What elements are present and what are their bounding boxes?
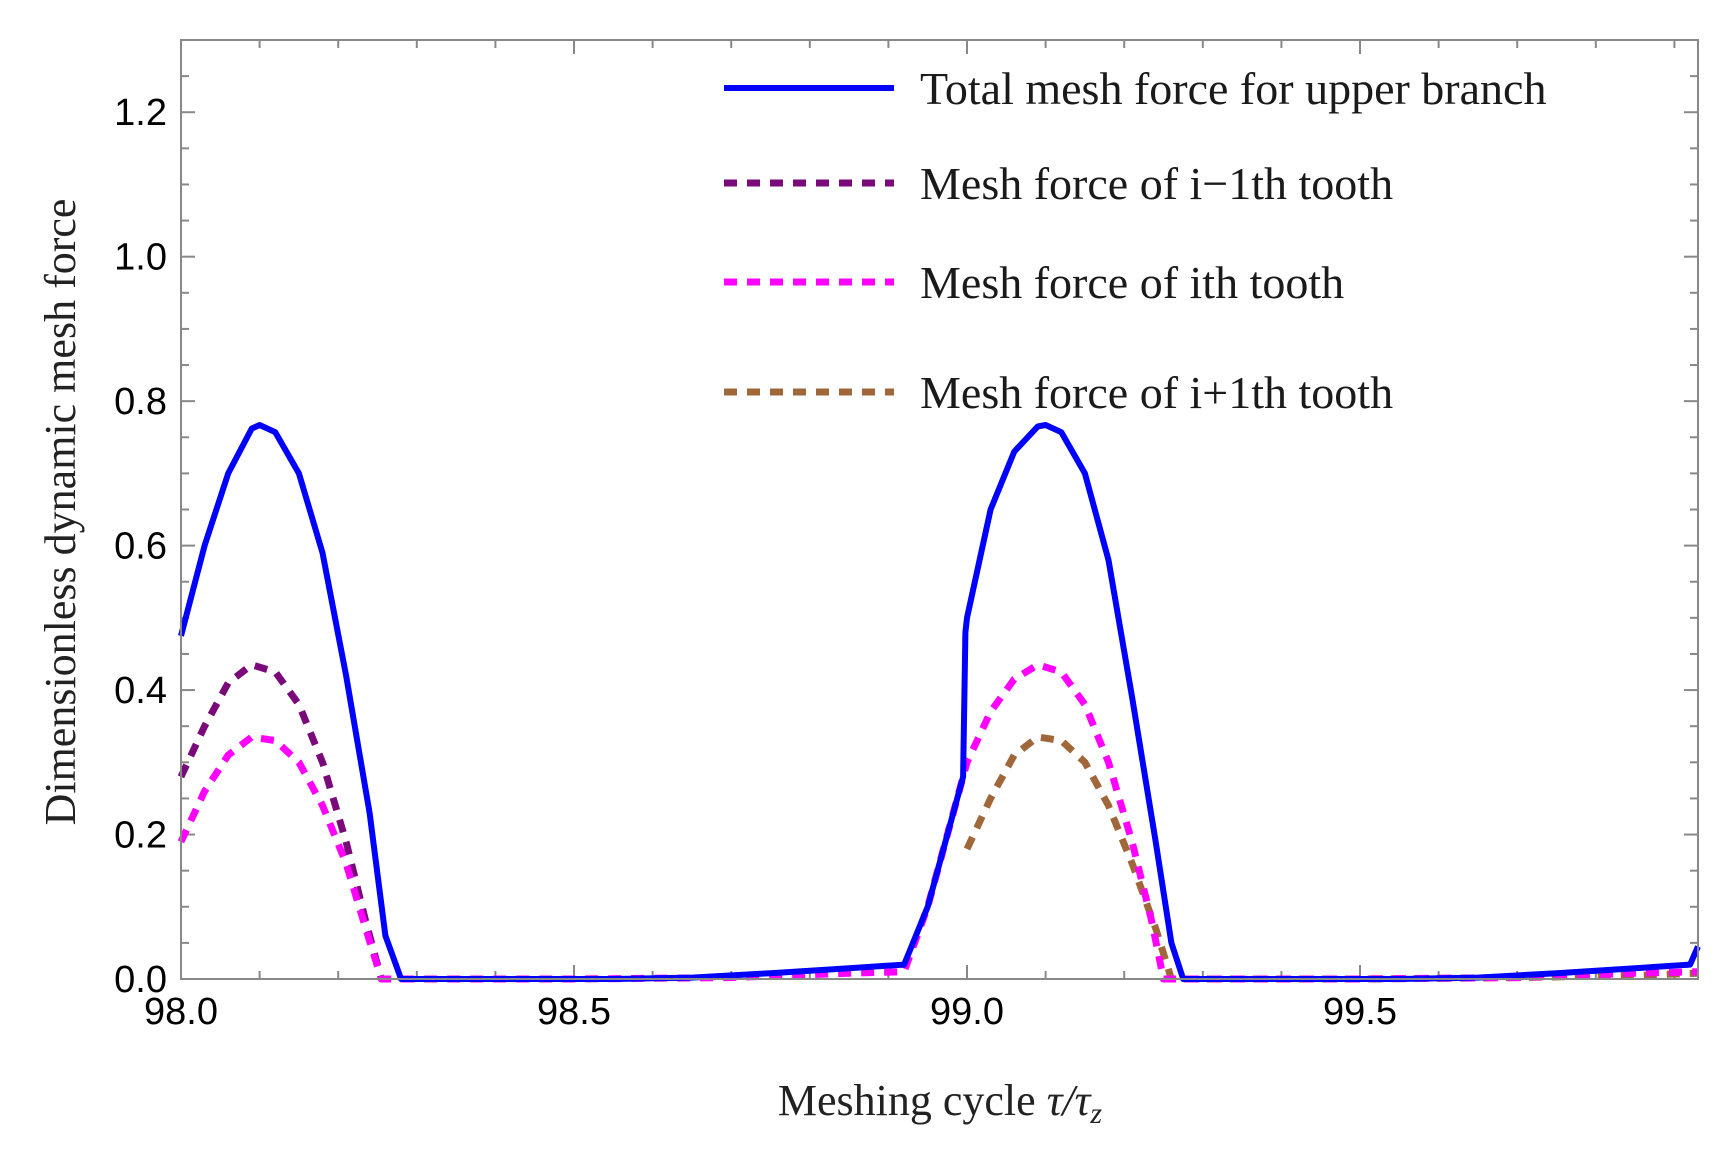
x-axis-title-subscript: z (1089, 1097, 1102, 1130)
x-tick-label: 99.0 (930, 991, 1004, 1033)
y-tick-label: 0.6 (114, 526, 167, 568)
plot-frame (180, 39, 1699, 980)
legend-label-0: Total mesh force for upper branch (920, 63, 1546, 114)
y-tick-label: 0.2 (114, 815, 167, 857)
series-line-2 (177, 661, 1699, 983)
series-layer (177, 422, 1701, 983)
x-tick-label: 99.5 (1323, 991, 1397, 1033)
x-axis-title-text: Meshing cycle (778, 1076, 1036, 1125)
y-tick-labels: 0.0 0.2 0.4 0.6 0.8 1.0 1.2 (114, 92, 167, 1001)
y-tick-label: 1.2 (114, 92, 167, 134)
y-tick-label: 0.0 (114, 959, 167, 1001)
legend-label-2: Mesh force of ith tooth (920, 257, 1344, 308)
legend-label-1: Mesh force of i−1th tooth (920, 158, 1393, 209)
legend-label-3: Mesh force of i+1th tooth (920, 367, 1393, 418)
x-axis-title-symbol: τ/τ (1047, 1076, 1093, 1125)
y-axis-title: Dimensionless dynamic mesh force (36, 199, 85, 826)
y-tick-label: 1.0 (114, 237, 167, 279)
y-tick-label: 0.8 (114, 381, 167, 423)
x-tick-labels: 98.0 98.5 99.0 99.5 (144, 991, 1397, 1033)
x-tick-label: 98.0 (144, 991, 218, 1033)
y-tick-label: 0.4 (114, 670, 167, 712)
legend: Total mesh force for upper branch Mesh fo… (724, 63, 1546, 418)
x-tick-label: 98.5 (537, 991, 611, 1033)
x-axis-title: Meshing cycle τ/τz (778, 1076, 1103, 1130)
series-line-1 (177, 661, 417, 983)
series-line-3 (963, 733, 1699, 983)
series-line-0 (178, 422, 1701, 982)
